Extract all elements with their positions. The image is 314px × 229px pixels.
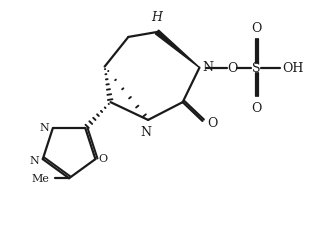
Text: O: O <box>252 22 262 35</box>
Text: O: O <box>227 62 237 75</box>
Text: O: O <box>98 153 107 164</box>
Text: O: O <box>252 102 262 115</box>
Text: N: N <box>203 61 214 74</box>
Text: H: H <box>152 11 162 24</box>
Text: N: N <box>29 155 39 165</box>
Text: S: S <box>252 62 260 75</box>
Polygon shape <box>155 31 199 68</box>
Text: O: O <box>207 117 218 130</box>
Text: N: N <box>141 125 152 138</box>
Text: Me: Me <box>31 173 49 183</box>
Text: OH: OH <box>283 62 304 75</box>
Text: N: N <box>39 123 49 133</box>
